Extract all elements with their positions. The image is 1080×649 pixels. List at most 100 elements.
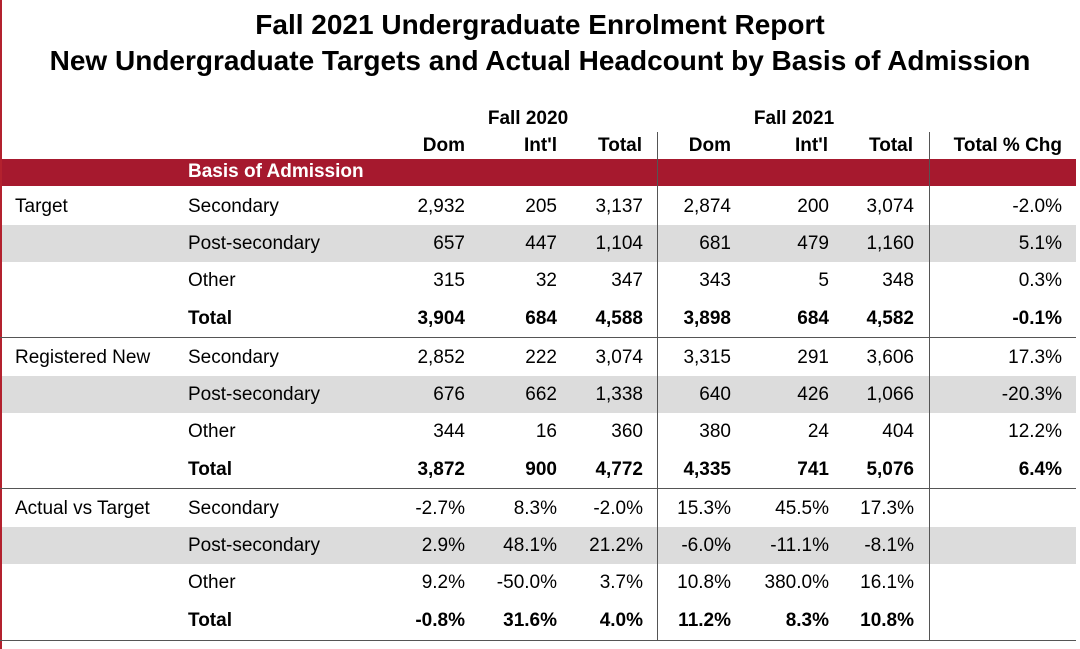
header-dom-2021: Dom <box>688 135 731 156</box>
value-cell-chg: 12.2% <box>1008 421 1062 442</box>
table-row: Actual vs Target Secondary -2.7% 8.3% -2.0% 1… <box>2 490 1076 527</box>
value-cell-i20: 32 <box>535 270 557 291</box>
value-cell-d21: 2,874 <box>683 196 731 217</box>
table-row: Other 315 32 347 343 5 348 0.3% <box>2 262 1076 299</box>
value-cell-t20: 3,074 <box>595 347 643 368</box>
value-cell-t21: 3,606 <box>866 347 914 368</box>
value-cell-chg: 17.3% <box>1008 347 1062 368</box>
value-cell-i21: 479 <box>797 233 829 254</box>
value-cell-t21: 16.1% <box>860 572 914 593</box>
value-cell-chg: -2.0% <box>1012 196 1062 217</box>
value-cell-i21: 426 <box>797 384 829 405</box>
basis-cell: Other <box>188 270 236 291</box>
value-cell-chg: 5.1% <box>1018 233 1062 254</box>
basis-cell: Total <box>188 610 232 631</box>
left-border <box>0 0 2 649</box>
value-cell-i21: 684 <box>797 308 829 329</box>
value-cell-i20: 662 <box>525 384 557 405</box>
value-cell-t21: 348 <box>882 270 914 291</box>
value-cell-t20: 4,772 <box>595 459 643 480</box>
value-cell-d20: 9.2% <box>421 572 465 593</box>
value-cell-d21: 15.3% <box>677 498 731 519</box>
table-row: Post-secondary 657 447 1,104 681 479 1,160 5.1% <box>2 225 1076 262</box>
value-cell-t21: 17.3% <box>860 498 914 519</box>
value-cell-d20: 676 <box>433 384 465 405</box>
value-cell-i20: 447 <box>525 233 557 254</box>
value-cell-d20: 2.9% <box>421 535 465 556</box>
report-subtitle: New Undergraduate Targets and Actual Hea… <box>49 45 1031 76</box>
value-cell-i20: 900 <box>525 459 557 480</box>
value-cell-d21: -6.0% <box>681 535 731 556</box>
header-fall-2021: Fall 2021 <box>753 108 835 129</box>
value-cell-t20: 360 <box>611 421 643 442</box>
value-cell-d20: 3,872 <box>417 459 465 480</box>
header-intl-2020: Int'l <box>523 135 557 156</box>
value-cell-t21: 3,074 <box>866 196 914 217</box>
value-cell-d21: 3,898 <box>683 308 731 329</box>
table-row: Other 9.2% -50.0% 3.7% 10.8% 380.0% 16.1% <box>2 564 1076 601</box>
value-cell-t21: 4,582 <box>866 308 914 329</box>
value-cell-d20: 3,904 <box>417 308 465 329</box>
value-cell-t20: 1,104 <box>595 233 643 254</box>
value-cell-i20: 31.6% <box>503 610 557 631</box>
group-separator <box>0 488 1076 489</box>
value-cell-chg <box>942 490 1062 527</box>
basis-cell: Other <box>188 572 236 593</box>
value-cell-i20: 222 <box>525 347 557 368</box>
value-cell-chg: 6.4% <box>1018 459 1062 480</box>
group-label: Actual vs Target <box>15 498 150 519</box>
group-separator <box>0 337 1076 338</box>
value-cell-i21: 5 <box>818 270 829 291</box>
header-dom-2020: Dom <box>422 135 465 156</box>
value-cell-t20: 4.0% <box>599 610 643 631</box>
value-cell-chg <box>942 602 1062 639</box>
value-cell-t21: 10.8% <box>860 610 914 631</box>
basis-of-admission-band <box>2 159 1076 186</box>
table-row: Post-secondary 676 662 1,338 640 426 1,066 -20.… <box>2 376 1076 413</box>
value-cell-d20: 657 <box>433 233 465 254</box>
group-label: Target <box>15 196 68 217</box>
value-cell-d20: -2.7% <box>415 498 465 519</box>
table-row: Total 3,904 684 4,588 3,898 684 4,582 -0.1% <box>2 300 1076 337</box>
value-cell-d21: 10.8% <box>677 572 731 593</box>
value-cell-d20: 344 <box>433 421 465 442</box>
value-cell-i21: 24 <box>807 421 829 442</box>
value-cell-t21: 1,160 <box>866 233 914 254</box>
value-cell-i20: -50.0% <box>496 572 557 593</box>
value-cell-d21: 640 <box>699 384 731 405</box>
value-cell-d20: 315 <box>433 270 465 291</box>
value-cell-i20: 8.3% <box>513 498 557 519</box>
value-cell-i20: 16 <box>535 421 557 442</box>
value-cell-chg <box>942 527 1062 564</box>
value-cell-chg: 0.3% <box>1018 270 1062 291</box>
table-row: Post-secondary 2.9% 48.1% 21.2% -6.0% -11.1% -… <box>2 527 1076 564</box>
value-cell-i21: 741 <box>797 459 829 480</box>
basis-cell: Secondary <box>188 347 279 368</box>
table-row: Other 344 16 360 380 24 404 12.2% <box>2 413 1076 450</box>
group-separator <box>0 640 1076 641</box>
value-cell-t20: 347 <box>611 270 643 291</box>
report-title: Fall 2021 Undergraduate Enrolment Report <box>255 9 825 40</box>
value-cell-t20: -2.0% <box>593 498 643 519</box>
table-row: Total 3,872 900 4,772 4,335 741 5,076 6.4% <box>2 451 1076 488</box>
table-row: Total -0.8% 31.6% 4.0% 11.2% 8.3% 10.8% <box>2 602 1076 639</box>
basis-cell: Secondary <box>188 196 279 217</box>
value-cell-d21: 11.2% <box>678 610 731 631</box>
value-cell-t20: 1,338 <box>595 384 643 405</box>
header-intl-2021: Int'l <box>794 135 828 156</box>
value-cell-chg: -0.1% <box>1012 308 1062 329</box>
value-cell-i21: 291 <box>797 347 829 368</box>
header-total-2021: Total <box>869 135 913 156</box>
value-cell-t20: 21.2% <box>589 535 643 556</box>
value-cell-t21: -8.1% <box>864 535 914 556</box>
table-row: Registered New Secondary 2,852 222 3,074 3,31… <box>2 339 1076 376</box>
group-label: Registered New <box>15 347 151 368</box>
value-cell-i20: 684 <box>525 308 557 329</box>
value-cell-d21: 4,335 <box>683 459 731 480</box>
value-cell-d20: 2,852 <box>417 347 465 368</box>
basis-cell: Post-secondary <box>188 233 321 254</box>
divider-pct-chg <box>929 132 930 640</box>
header-fall-2020: Fall 2020 <box>487 108 569 129</box>
value-cell-t21: 1,066 <box>866 384 914 405</box>
basis-cell: Post-secondary <box>188 384 321 405</box>
